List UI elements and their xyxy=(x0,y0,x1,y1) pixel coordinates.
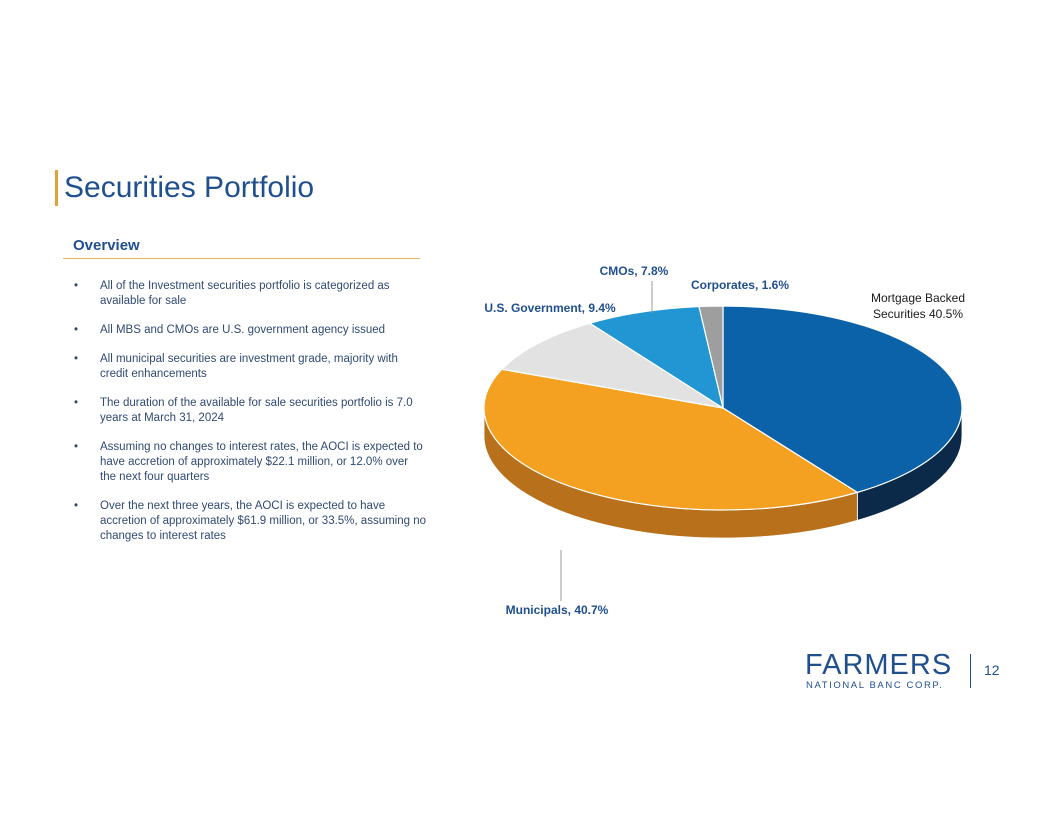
bullet-item: • Over the next three years, the AOCI is … xyxy=(74,499,426,544)
bullet-item: • All of the Investment securities portfo… xyxy=(74,279,426,309)
bullet-text: All of the Investment securities portfol… xyxy=(100,280,390,307)
bullet-item: • Assuming no changes to interest rates, … xyxy=(74,440,426,485)
securities-pie-chart: Mortgage Backed Securities 40.5% Municipal… xyxy=(483,264,965,617)
slice-label: Securities 40.5% xyxy=(873,307,963,321)
bullet-text: All municipal securities are investment … xyxy=(100,353,398,380)
title-accent-bar xyxy=(55,170,58,206)
bullet-icon: • xyxy=(74,353,79,365)
bullet-text: The duration of the available for sale s… xyxy=(100,397,413,424)
pie-slice xyxy=(483,368,859,511)
bullet-icon: • xyxy=(74,500,79,512)
bullet-icon: • xyxy=(74,280,79,292)
bullet-text: Assuming no changes to interest rates, t… xyxy=(100,441,423,483)
slice-label: Corporates, 1.6% xyxy=(691,278,789,292)
bullet-icon: • xyxy=(74,324,79,336)
slice-label: Municipals, 40.7% xyxy=(506,603,609,617)
section-heading: Overview xyxy=(73,237,140,254)
pie-slice xyxy=(698,305,724,409)
bullet-icon: • xyxy=(74,441,79,453)
footer-divider xyxy=(970,654,971,688)
logo-wordmark: FARMERS xyxy=(805,649,952,681)
section-divider xyxy=(63,258,420,259)
pie-slice xyxy=(722,305,963,494)
page-number: 12 xyxy=(984,662,1000,678)
bullet-item: • All MBS and CMOs are U.S. government ag… xyxy=(74,323,426,338)
logo-subtitle: NATIONAL BANC CORP. xyxy=(806,680,943,691)
slice-label: CMOs, 7.8% xyxy=(600,264,669,278)
bullet-text: Over the next three years, the AOCI is e… xyxy=(100,500,427,542)
bullet-icon: • xyxy=(74,397,79,409)
bullet-text: All MBS and CMOs are U.S. government age… xyxy=(100,324,386,336)
bullet-item: • All municipal securities are investment… xyxy=(74,352,426,382)
farmers-logo: FARMERS NATIONAL BANC CORP. xyxy=(805,649,952,691)
slice-label: U.S. Government, 9.4% xyxy=(484,301,616,315)
pie-slice xyxy=(500,322,724,409)
bullet-list: • All of the Investment securities portfo… xyxy=(74,279,426,558)
bullet-item: • The duration of the available for sale … xyxy=(74,396,426,426)
page-title: Securities Portfolio xyxy=(64,171,315,204)
pie-slice xyxy=(588,305,724,410)
slice-label: Mortgage Backed xyxy=(871,291,965,305)
